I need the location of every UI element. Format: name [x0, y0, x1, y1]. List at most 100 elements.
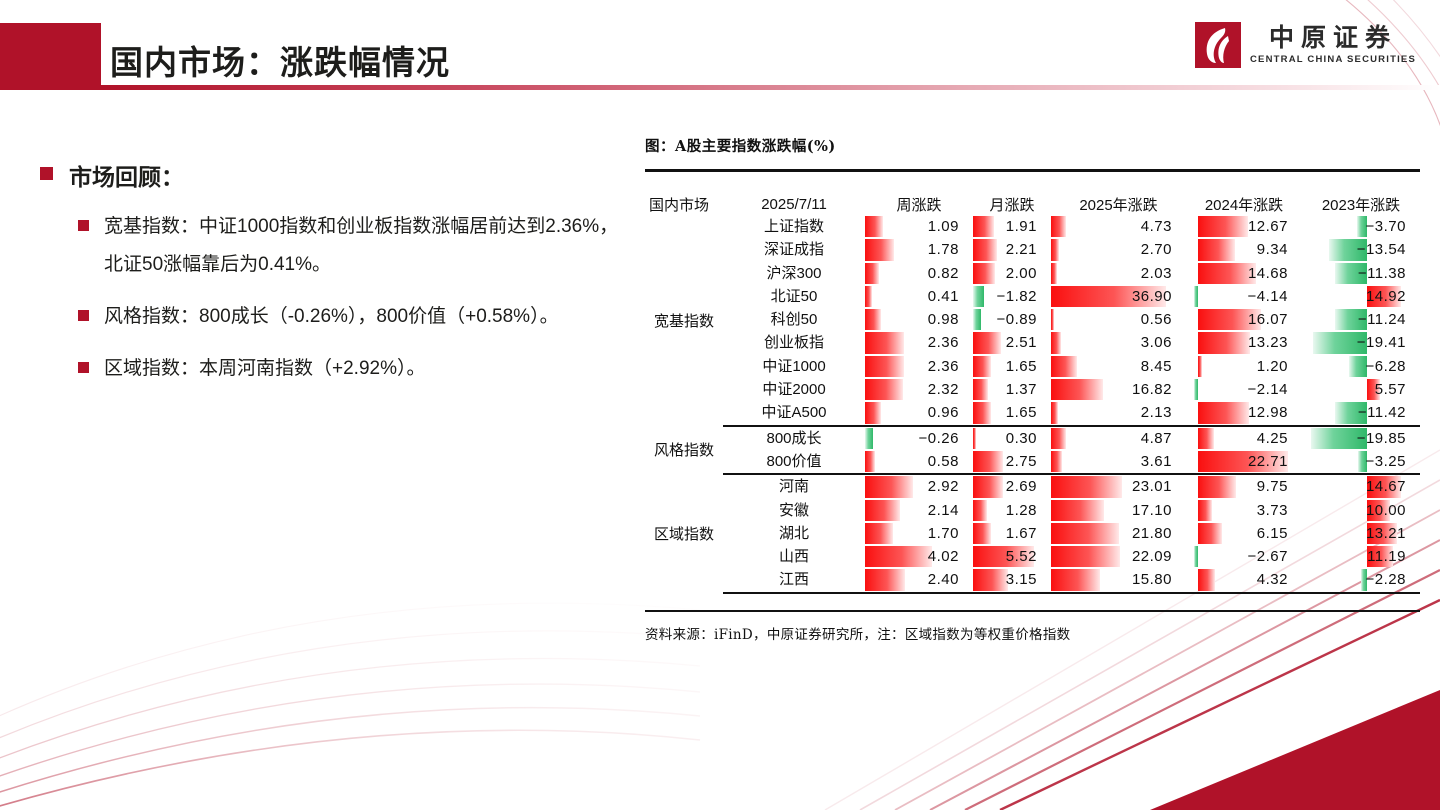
table-cell-month: 2.21 — [973, 238, 1051, 261]
data-bar — [1197, 476, 1237, 498]
table-cell-y2023: 14.92 — [1302, 285, 1420, 308]
table-cell-y2023: −6.28 — [1302, 355, 1420, 378]
column-header: 2024年涨跌 — [1204, 197, 1284, 214]
table-row: 800价值 0.58 2.75 3.61 22.71 −3.25 — [645, 449, 1420, 476]
index-name: 湖北 — [778, 524, 809, 542]
cell-value: 4.32 — [1256, 571, 1288, 589]
data-bar — [1051, 450, 1063, 473]
cell-value: 2.51 — [1005, 334, 1037, 352]
cell-value: 13.21 — [1365, 524, 1406, 542]
table-cell-week: 1.78 — [865, 238, 973, 261]
index-name: 沪深300 — [766, 264, 822, 282]
table-cell-y2025: 2.03 — [1051, 262, 1186, 285]
table-cell-month: 1.28 — [973, 499, 1051, 522]
cell-value: −13.54 — [1356, 241, 1406, 259]
table-row: 江西 2.40 3.15 15.80 4.32 −2.28 — [645, 568, 1420, 594]
column-header: 周涨跌 — [896, 197, 942, 214]
data-bar — [973, 427, 977, 449]
index-name: 山西 — [778, 548, 809, 566]
cell-value: 3.06 — [1140, 334, 1172, 352]
table-cell-y2025: 2.13 — [1051, 401, 1186, 427]
data-bar — [1193, 285, 1198, 308]
data-bar — [865, 569, 905, 591]
data-bar — [973, 546, 1034, 568]
column-header: 2025年涨跌 — [1079, 197, 1158, 214]
data-bar — [1193, 546, 1198, 568]
table-row: 中证2000 2.32 1.37 16.82 −2.14 5.57 — [645, 378, 1420, 401]
index-name: 江西 — [723, 568, 865, 594]
header-accent-block — [0, 23, 101, 90]
data-bar — [865, 285, 872, 308]
data-bar — [1051, 262, 1058, 284]
table-cell-y2023: −13.54 — [1302, 238, 1420, 261]
data-bar — [1197, 450, 1288, 473]
cell-value: 1.67 — [1005, 524, 1037, 542]
table-cell-y2025: 22.09 — [1051, 545, 1186, 568]
figure-panel: 图：A股主要指数涨跌幅(%) 国内市场 2025/7/11 周涨跌 月涨跌 2025年涨… — [645, 135, 1420, 643]
table-cell-week: 2.40 — [865, 568, 973, 594]
table-cell-y2024: 3.73 — [1186, 499, 1302, 522]
data-bar — [973, 476, 1003, 498]
table-cell-week: 0.98 — [865, 308, 973, 331]
table-cell-y2024: 13.23 — [1186, 331, 1302, 354]
market-review-heading-row: 市场回顾： — [40, 158, 630, 192]
data-bar — [1197, 427, 1215, 449]
data-bar — [865, 216, 884, 238]
cell-value: 2.13 — [1140, 404, 1172, 422]
data-bar — [865, 499, 901, 521]
cell-value: 0.30 — [1005, 429, 1037, 447]
cell-value: −0.26 — [918, 429, 959, 447]
cell-value: 12.98 — [1247, 404, 1288, 422]
table-cell-week: 0.82 — [865, 262, 973, 285]
group-label: 风格指数 — [653, 442, 714, 460]
table-cell-y2025: 3.06 — [1051, 331, 1186, 354]
table-cell-y2023: −11.24 — [1302, 308, 1420, 331]
data-bar — [1335, 262, 1367, 284]
market-review-heading: 市场回顾： — [69, 164, 184, 190]
header-rule — [101, 85, 1440, 90]
table-row: 深证成指 1.78 2.21 2.70 9.34 −13.54 — [645, 238, 1420, 261]
data-bar — [973, 569, 1008, 591]
table-cell-week: 1.09 — [865, 215, 973, 238]
data-bar — [1197, 569, 1215, 591]
data-bar — [973, 379, 989, 401]
data-bar — [1197, 216, 1248, 238]
cell-value: −4.14 — [1247, 287, 1288, 305]
table-cell-month: 3.15 — [973, 568, 1051, 594]
logo-english-name: CENTRAL CHINA SECURITIES — [1249, 54, 1416, 66]
table-cell-month: 5.52 — [973, 545, 1051, 568]
table-header: 国内市场 2025/7/11 周涨跌 月涨跌 2025年涨跌 2024年涨跌 2023年涨跌 — [645, 194, 1420, 215]
cell-value: 4.87 — [1140, 429, 1172, 447]
index-name: 中证2000 — [762, 381, 826, 399]
cell-value: 12.67 — [1247, 218, 1288, 235]
cell-value: 5.52 — [1005, 548, 1037, 566]
data-bar — [1051, 379, 1104, 401]
table-cell-y2023: 5.57 — [1302, 378, 1420, 401]
table-cell-y2025: 15.80 — [1051, 568, 1186, 594]
table-cell-week: 0.96 — [865, 401, 973, 427]
bullet-text-broad-index: 宽基指数：中证1000指数和创业板指数涨幅居前达到2.36%，北证50涨幅靠后为… — [104, 216, 619, 275]
cell-value: 2.36 — [927, 357, 959, 375]
table-body: 宽基指数 上证指数 1.09 1.91 4.73 12.67 −3.70 深证成指 1.78 2.… — [645, 215, 1420, 594]
data-bar — [1197, 332, 1251, 354]
cell-value: 3.73 — [1256, 501, 1288, 519]
data-bar — [865, 476, 914, 498]
index-name: 800成长 — [766, 429, 822, 447]
data-bar — [973, 216, 995, 238]
column-header: 国内市场 — [649, 197, 710, 214]
table-cell-week: 0.58 — [865, 449, 973, 476]
index-name: 上证指数 — [763, 218, 824, 235]
cell-value: 4.02 — [927, 548, 959, 566]
cell-value: 2.00 — [1005, 264, 1037, 282]
data-bar — [1051, 216, 1066, 238]
table-cell-week: 2.32 — [865, 378, 973, 401]
table-cell-month: 2.00 — [973, 262, 1051, 285]
table-cell-y2024: 22.71 — [1186, 449, 1302, 476]
cell-value: 15.80 — [1131, 571, 1172, 589]
table-cell-y2023: −11.42 — [1302, 401, 1420, 427]
cell-value: 2.70 — [1140, 241, 1172, 259]
table-row: 沪深300 0.82 2.00 2.03 14.68 −11.38 — [645, 262, 1420, 285]
data-bar — [1197, 309, 1262, 331]
data-bar — [1366, 476, 1401, 498]
